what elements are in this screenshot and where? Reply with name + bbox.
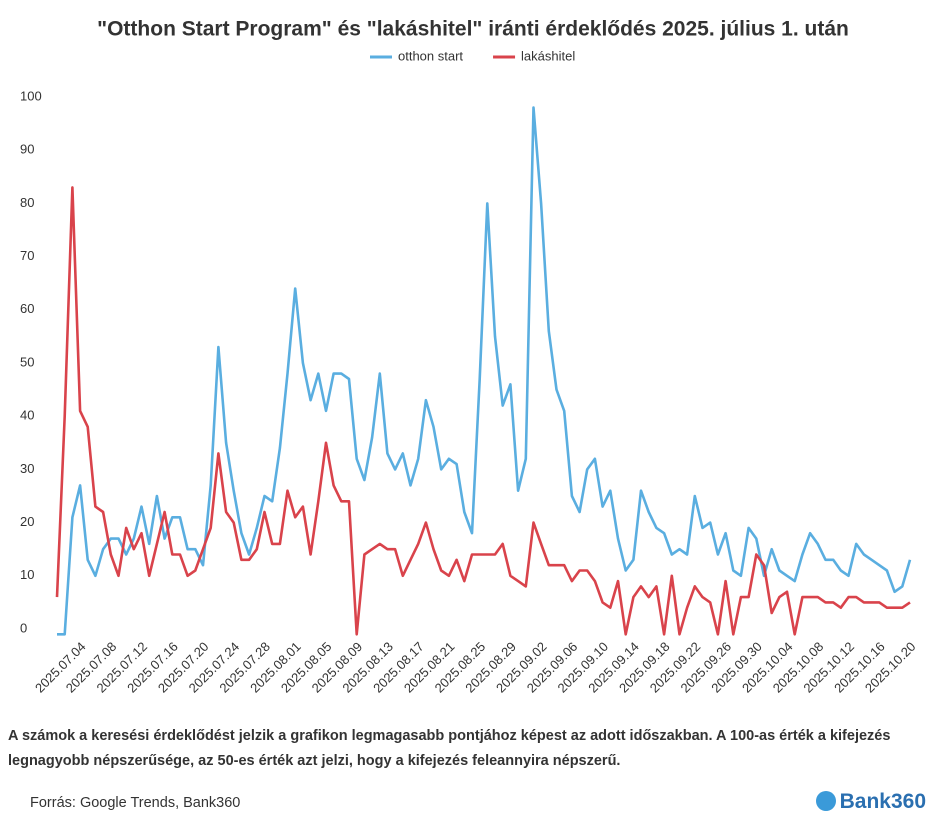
logo: Bank360 — [815, 790, 926, 814]
series-line — [55, 186, 911, 636]
y-tick-label: 60 — [20, 301, 34, 316]
legend-label: otthon start — [398, 48, 463, 63]
y-tick-label: 30 — [20, 461, 34, 476]
chart-title: "Otthon Start Program" és "lakáshitel" i… — [97, 18, 849, 41]
source: Forrás: Google Trends, Bank360 — [30, 795, 241, 811]
chart: "Otthon Start Program" és "lakáshitel" i… — [20, 18, 919, 696]
y-tick-label: 90 — [20, 142, 34, 157]
y-tick-label: 10 — [20, 567, 34, 582]
y-tick-label: 40 — [20, 408, 34, 423]
y-tick-label: 70 — [20, 248, 34, 263]
note: A számok a keresési érdeklődést jelzik a… — [8, 728, 891, 769]
legend-label: lakáshitel — [521, 48, 575, 63]
y-tick-label: 100 — [20, 88, 42, 103]
y-tick-label: 20 — [20, 514, 34, 529]
logo-icon — [815, 791, 836, 811]
y-tick-label: 0 — [20, 620, 27, 635]
logo-text: Bank360 — [839, 790, 926, 813]
y-tick-label: 80 — [20, 195, 34, 210]
y-tick-label: 50 — [20, 354, 34, 369]
